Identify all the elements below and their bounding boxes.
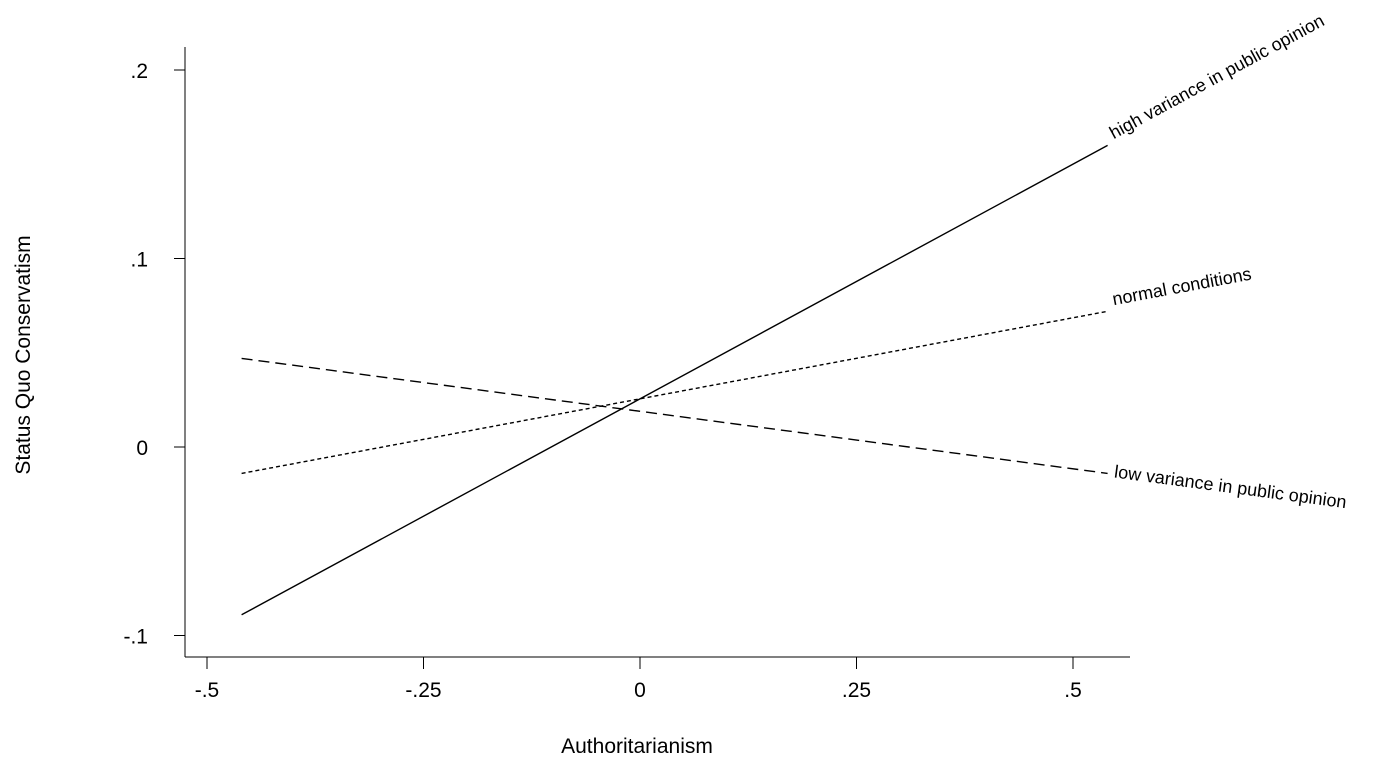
y-ticks: -.1 0 .1 .2 bbox=[123, 60, 185, 649]
y-tick-label: -.1 bbox=[123, 626, 148, 649]
series-label-3: low variance in public opinion bbox=[1113, 462, 1348, 513]
series-line-1 bbox=[241, 144, 1108, 616]
series-label-2: normal conditions bbox=[1111, 264, 1253, 310]
series-label-1: high variance in public opinion bbox=[1106, 10, 1328, 143]
y-tick-label: 0 bbox=[136, 437, 148, 460]
x-tick-label: 0 bbox=[634, 679, 646, 702]
series-lines bbox=[241, 144, 1108, 616]
x-tick-label: .25 bbox=[842, 679, 871, 702]
x-tick-label: .5 bbox=[1064, 679, 1082, 702]
y-tick-label: .1 bbox=[130, 249, 148, 272]
x-axis-title: Authoritarianism bbox=[561, 735, 713, 758]
y-tick-label: .2 bbox=[130, 60, 148, 83]
series-line-3 bbox=[241, 357, 1108, 475]
axes bbox=[184, 47, 1130, 658]
series-line-2 bbox=[241, 310, 1108, 475]
x-tick-label: -.25 bbox=[405, 679, 441, 702]
y-axis-title: Status Quo Conservatism bbox=[12, 235, 35, 474]
series-labels: high variance in public opinion normal co… bbox=[1106, 10, 1348, 512]
x-ticks: -.5 -.25 0 .25 .5 bbox=[195, 657, 1082, 702]
x-tick-label: -.5 bbox=[195, 679, 220, 702]
